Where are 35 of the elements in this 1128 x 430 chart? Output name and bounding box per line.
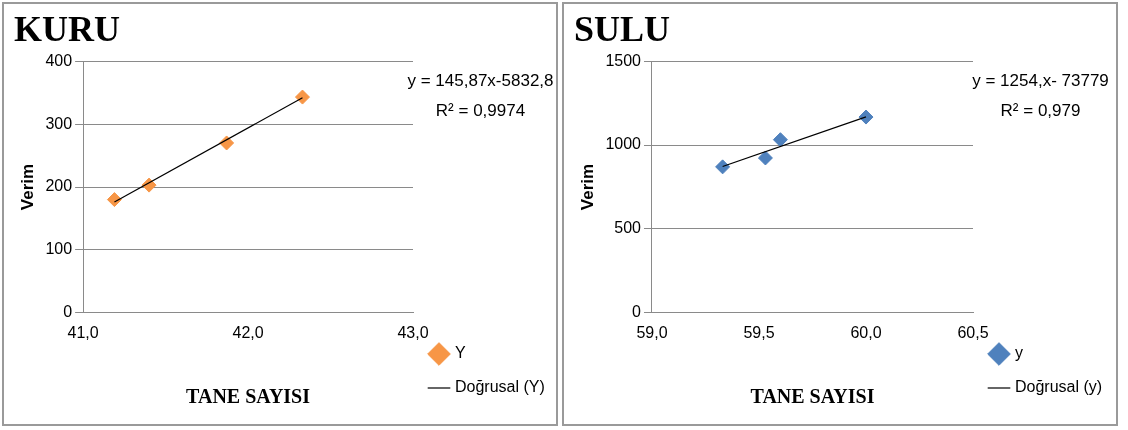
y-tick-label: 0 xyxy=(632,303,642,321)
annotation: y = 145,87x-5832,8 xyxy=(407,70,554,90)
y-axis-title: Verim xyxy=(577,163,597,211)
x-tick-label: 41,0 xyxy=(67,323,99,341)
point xyxy=(715,159,731,175)
text: R² = 0,979 xyxy=(1000,100,1081,120)
y-tick-label: 1000 xyxy=(605,135,642,153)
point xyxy=(294,89,310,105)
point xyxy=(757,150,773,166)
y-tick-label: 0 xyxy=(63,303,73,321)
y-tick-label: 1500 xyxy=(605,51,642,69)
y-tick-label: 100 xyxy=(45,240,73,258)
x-tick-label: 59,0 xyxy=(636,323,668,341)
x-axis-title: TANE SAYISI xyxy=(750,385,875,408)
legend-label: Doğrusal (y) xyxy=(1015,378,1103,396)
x-tick-label: 42,0 xyxy=(232,323,264,341)
y-tick-label: 500 xyxy=(614,219,642,237)
legend-label: Doğrusal (Y) xyxy=(455,378,545,396)
text: R² = 0,9974 xyxy=(435,100,526,120)
legend-label: y xyxy=(1015,344,1023,362)
y-tick-label: 200 xyxy=(45,177,73,195)
x-axis-title: TANE SAYISI xyxy=(186,385,311,408)
x-tick-label: 43,0 xyxy=(397,323,429,341)
x-tick-label: 59,5 xyxy=(743,323,775,341)
chart-title: SULU xyxy=(574,8,671,49)
y-tick-label: 400 xyxy=(45,51,73,69)
annotation: y = 1254,x- 73779 xyxy=(972,70,1109,90)
y-axis-title: Verim xyxy=(17,163,37,211)
legend-label: Y xyxy=(455,344,466,362)
point xyxy=(772,132,788,148)
point xyxy=(106,192,122,208)
x-tick-label: 60,5 xyxy=(957,323,989,341)
y-tick-label: 300 xyxy=(45,114,73,132)
x-tick-label: 60,0 xyxy=(850,323,882,341)
chart-title: KURU xyxy=(14,8,120,49)
